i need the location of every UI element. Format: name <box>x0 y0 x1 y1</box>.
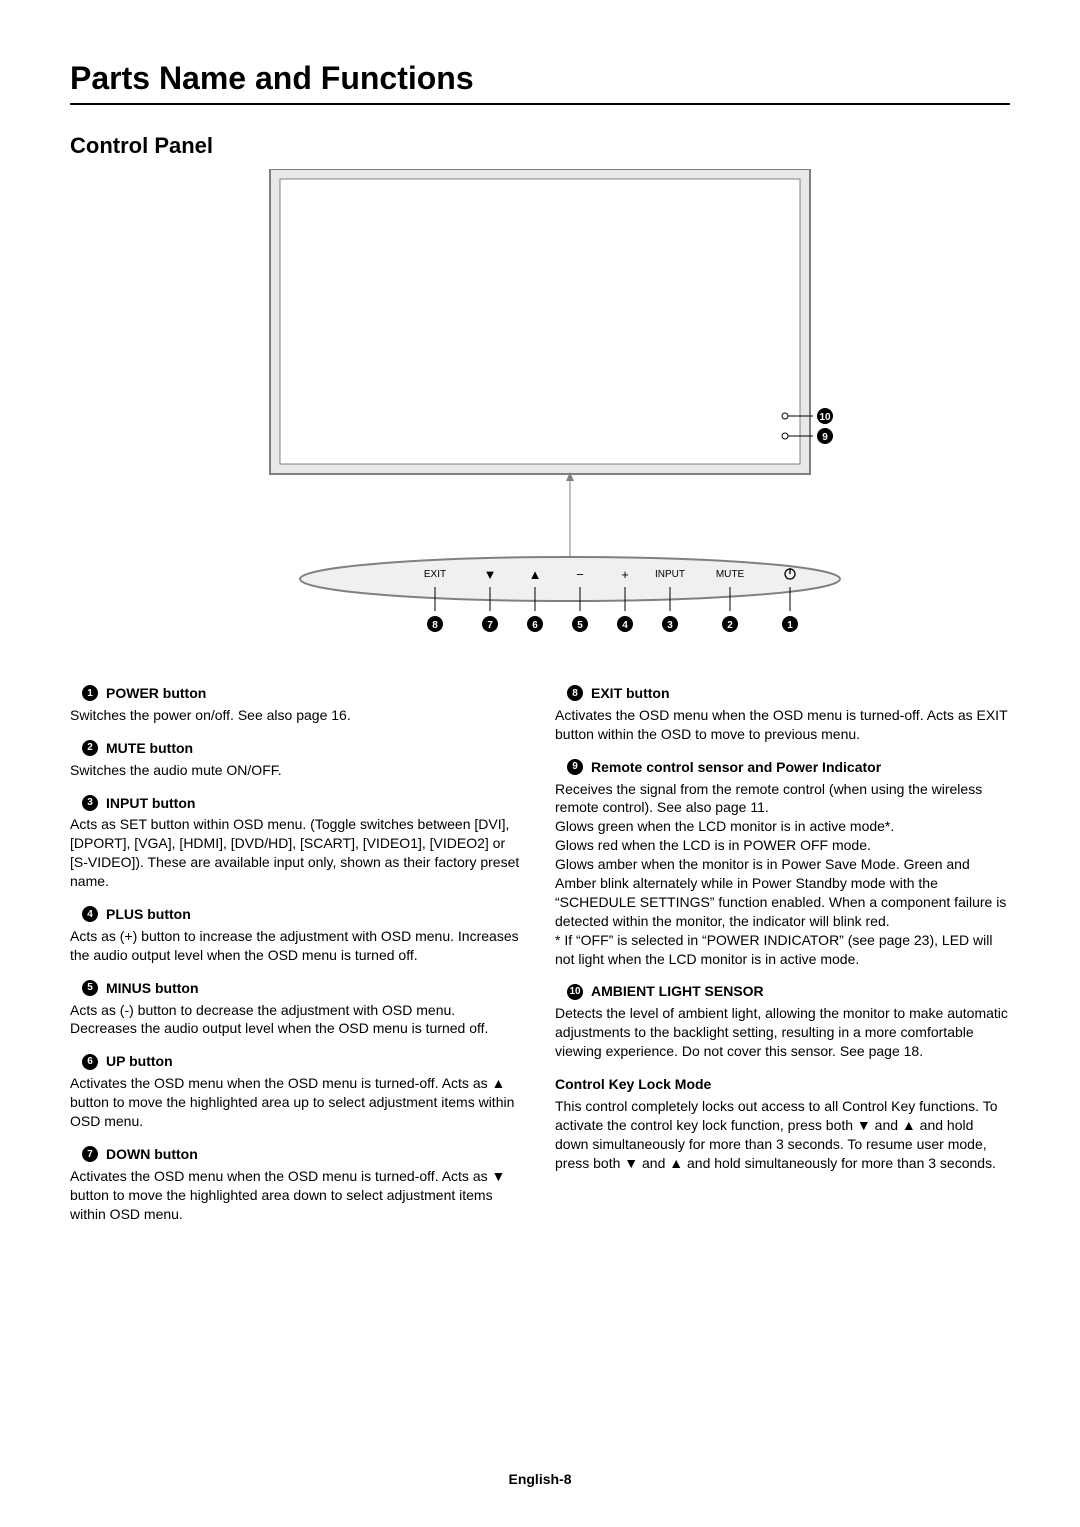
page-footer: English-8 <box>0 1471 1080 1487</box>
section-heading: 4 PLUS button <box>70 905 525 924</box>
section-heading-text: Control Key Lock Mode <box>555 1075 711 1094</box>
marker-circle: 3 <box>82 795 98 811</box>
section-heading-text: UP button <box>106 1052 173 1071</box>
section-heading: 3 INPUT button <box>70 794 525 813</box>
section-subtitle: Control Panel <box>70 133 1010 159</box>
section-body: Acts as (-) button to decrease the adjus… <box>70 1001 525 1039</box>
left-column: 1 POWER button Switches the power on/off. … <box>70 670 525 1229</box>
section-heading: 1 POWER button <box>70 684 525 703</box>
section-heading: 10 AMBIENT LIGHT SENSOR <box>555 982 1010 1001</box>
svg-text:1: 1 <box>787 620 793 631</box>
marker-circle: 6 <box>82 1054 98 1070</box>
section-heading: 8 EXIT button <box>555 684 1010 703</box>
svg-text:8: 8 <box>432 620 438 631</box>
svg-text:MUTE: MUTE <box>716 569 745 580</box>
svg-text:EXIT: EXIT <box>424 569 446 580</box>
section-heading: 2 MUTE button <box>70 739 525 758</box>
svg-text:+: + <box>621 567 629 582</box>
marker-circle: 2 <box>82 740 98 756</box>
section-heading: Control Key Lock Mode <box>555 1075 1010 1094</box>
section-heading-text: MINUS button <box>106 979 199 998</box>
section-heading-text: POWER button <box>106 684 206 703</box>
description-columns: 1 POWER button Switches the power on/off. … <box>70 670 1010 1229</box>
section-body: Activates the OSD menu when the OSD menu… <box>555 706 1010 744</box>
svg-text:2: 2 <box>727 620 733 631</box>
section-heading: 6 UP button <box>70 1052 525 1071</box>
section-heading: 7 DOWN button <box>70 1145 525 1164</box>
section-body: Acts as (+) button to increase the adjus… <box>70 927 525 965</box>
section-heading: 9 Remote control sensor and Power Indicat… <box>555 758 1010 777</box>
section-heading-text: MUTE button <box>106 739 193 758</box>
section-body: Receives the signal from the remote cont… <box>555 780 1010 969</box>
section-body: This control completely locks out access… <box>555 1097 1010 1173</box>
section-heading-text: EXIT button <box>591 684 670 703</box>
section-body: Switches the audio mute ON/OFF. <box>70 761 525 780</box>
section-heading-text: AMBIENT LIGHT SENSOR <box>591 982 764 1001</box>
svg-text:7: 7 <box>487 620 493 631</box>
section-heading: 5 MINUS button <box>70 979 525 998</box>
page-title: Parts Name and Functions <box>70 60 1010 105</box>
svg-text:▲: ▲ <box>529 567 542 582</box>
svg-text:10: 10 <box>819 412 831 423</box>
svg-text:6: 6 <box>532 620 538 631</box>
marker-circle: 9 <box>567 759 583 775</box>
svg-text:▼: ▼ <box>484 567 497 582</box>
section-heading-text: Remote control sensor and Power Indicato… <box>591 758 881 777</box>
marker-circle: 7 <box>82 1146 98 1162</box>
marker-circle: 4 <box>82 906 98 922</box>
marker-circle: 10 <box>567 984 583 1000</box>
section-body: Detects the level of ambient light, allo… <box>555 1004 1010 1061</box>
section-body: Acts as SET button within OSD menu. (Tog… <box>70 815 525 891</box>
diagram-container: 10 9 EXIT 8 ▼ 7 ▲ 6 − 5 +4 INPUT 3 MUTE 2 1 <box>70 169 1010 644</box>
section-heading-text: PLUS button <box>106 905 191 924</box>
section-body: Switches the power on/off. See also page… <box>70 706 525 725</box>
marker-circle: 1 <box>82 685 98 701</box>
svg-text:−: − <box>576 567 584 582</box>
section-body: Activates the OSD menu when the OSD menu… <box>70 1074 525 1131</box>
svg-text:9: 9 <box>822 432 828 443</box>
marker-circle: 8 <box>567 685 583 701</box>
marker-circle: 5 <box>82 980 98 996</box>
svg-text:5: 5 <box>577 620 583 631</box>
right-column: 8 EXIT button Activates the OSD menu when … <box>555 670 1010 1229</box>
section-body: Activates the OSD menu when the OSD menu… <box>70 1167 525 1224</box>
svg-text:INPUT: INPUT <box>655 569 685 580</box>
svg-text:4: 4 <box>622 620 628 631</box>
section-heading-text: INPUT button <box>106 794 195 813</box>
svg-text:3: 3 <box>667 620 673 631</box>
control-panel-diagram: 10 9 EXIT 8 ▼ 7 ▲ 6 − 5 +4 INPUT 3 MUTE 2 1 <box>230 169 850 644</box>
section-heading-text: DOWN button <box>106 1145 198 1164</box>
